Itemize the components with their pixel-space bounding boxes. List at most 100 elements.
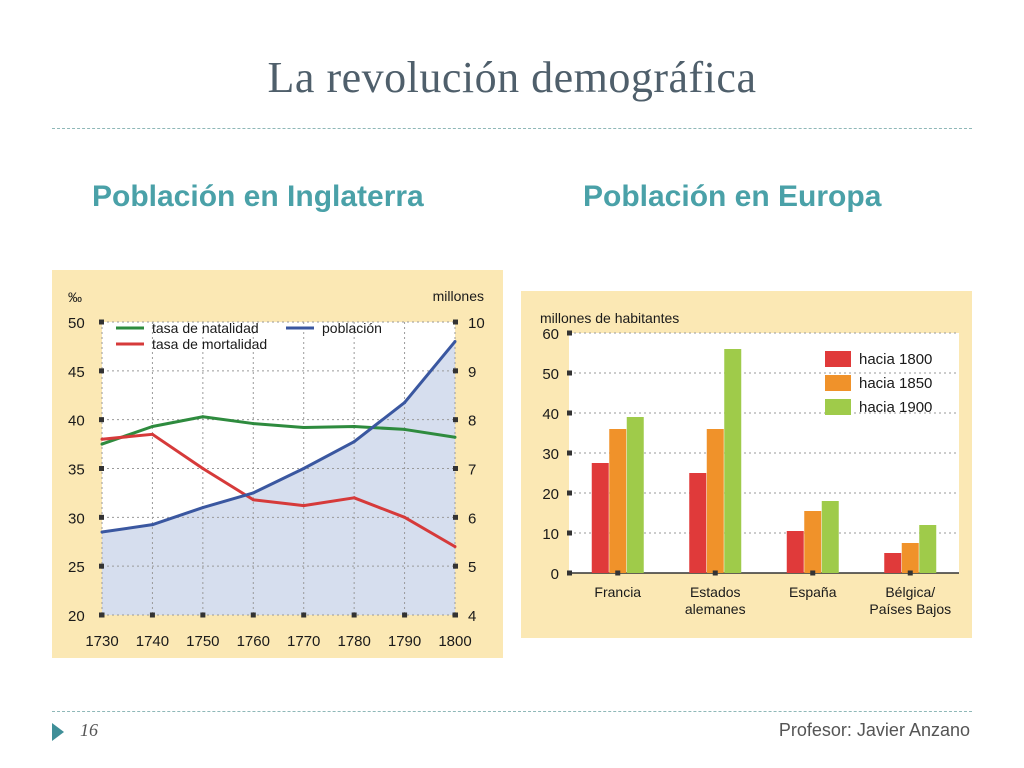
population-area (102, 341, 455, 615)
tick-mark-y (567, 370, 572, 376)
data-point (201, 467, 205, 470)
y-tick-label: 40 (542, 406, 559, 423)
x-tick-label: 1740 (136, 633, 169, 650)
bar-hacia-1850 (609, 429, 627, 573)
tick-mark-y (567, 330, 572, 336)
y-tick-label-left: 40 (68, 413, 85, 430)
data-point (251, 491, 255, 495)
y-tick-label-left: 50 (68, 315, 85, 332)
tick-mark-right (453, 514, 458, 520)
y-tick-label-right: 5 (468, 559, 476, 576)
x-tick-label: 1760 (237, 633, 270, 650)
y-tick-label-right: 10 (468, 315, 485, 332)
legend-label: tasa de natalidad (152, 320, 259, 336)
tick-mark-y (567, 410, 572, 416)
tick-mark-x (250, 612, 256, 618)
bar-hacia-1800 (591, 463, 609, 573)
legend-swatch (825, 375, 851, 391)
x-tick-label: 1790 (388, 633, 421, 650)
data-point (302, 504, 306, 508)
right-axis-unit: millones (433, 288, 484, 304)
y-tick-label: 0 (551, 566, 559, 583)
series-line-tasa-de-mortalidad (101, 432, 456, 548)
tick-mark-right (453, 466, 458, 471)
data-point (302, 425, 306, 429)
x-tick-label: 1750 (186, 633, 219, 650)
tick-mark-x (810, 570, 816, 576)
tick-mark-y (567, 490, 572, 496)
data-point (150, 523, 154, 527)
y-tick-label: 60 (542, 326, 559, 343)
data-point (100, 442, 104, 446)
data-point (403, 515, 407, 519)
x-category-label: Países Bajos (869, 601, 951, 617)
tick-mark-x (149, 612, 155, 618)
y-tick-label: 20 (542, 486, 559, 503)
bar-hacia-1800 (689, 473, 707, 573)
tick-mark-right (453, 563, 458, 569)
legend-swatch (825, 399, 851, 415)
data-point (150, 432, 154, 436)
legend-label: hacia 1800 (859, 351, 932, 368)
bar-hacia-1850 (804, 511, 822, 573)
y-tick-label-left: 20 (68, 608, 85, 625)
data-point (352, 440, 356, 444)
bar-hacia-1900 (724, 349, 742, 573)
bar-hacia-1900 (919, 525, 937, 573)
x-category-label: España (789, 584, 837, 600)
left-chart-heading: Población en Inglaterra (92, 180, 424, 213)
data-point (100, 530, 104, 534)
legend-label: población (322, 320, 382, 336)
author-credit: Profesor: Javier Anzano (778, 720, 970, 740)
data-point (352, 496, 356, 500)
x-tick-label: 1780 (337, 633, 370, 650)
tick-mark-x (301, 612, 307, 618)
footer-divider (52, 711, 972, 712)
x-category-label: Bélgica/ (885, 584, 935, 600)
x-category-label: alemanes (685, 601, 746, 617)
data-point (453, 545, 457, 549)
tick-mark-x (200, 612, 206, 618)
legend-swatch (825, 351, 851, 367)
y-tick-label-right: 8 (468, 413, 476, 430)
bar-hacia-1800 (884, 553, 902, 573)
y-tick-label: 30 (542, 446, 559, 463)
tick-mark-x (712, 570, 718, 576)
tick-mark-left (99, 417, 104, 423)
tick-mark-x (615, 570, 621, 576)
tick-mark-x (351, 612, 357, 618)
data-point (453, 435, 457, 439)
data-point (302, 467, 306, 470)
y-tick-label-left: 45 (68, 364, 85, 381)
tick-mark-x (402, 612, 408, 618)
tick-mark-x (452, 612, 458, 618)
bar-hacia-1900 (626, 417, 644, 573)
x-tick-label: 1770 (287, 633, 320, 650)
bar-hacia-1850 (901, 543, 919, 573)
legend-label: tasa de mortalidad (152, 336, 267, 352)
data-point (251, 422, 255, 426)
tick-mark-right (453, 368, 458, 374)
data-point (100, 437, 104, 441)
data-point (251, 498, 255, 502)
x-tick-label: 1730 (85, 633, 118, 650)
data-point (403, 427, 407, 431)
y-tick-label-right: 7 (468, 462, 476, 479)
data-point (201, 415, 205, 419)
tick-mark-right (453, 417, 458, 423)
data-point (453, 340, 457, 344)
x-category-label: Estados (690, 584, 741, 600)
bar-hacia-1800 (786, 531, 804, 573)
left-axis-unit: ‰ (68, 289, 82, 305)
y-tick-label-left: 35 (68, 462, 85, 479)
y-tick-label: 10 (542, 526, 559, 543)
data-point (201, 506, 205, 510)
y-tick-label-right: 9 (468, 364, 476, 381)
y-tick-label-left: 25 (68, 559, 85, 576)
y-tick-label-left: 30 (68, 510, 85, 527)
right-chart-heading: Población en Europa (583, 180, 882, 213)
tick-mark-y (567, 530, 572, 536)
x-category-label: Francia (594, 584, 641, 600)
tick-mark-y (567, 450, 572, 456)
